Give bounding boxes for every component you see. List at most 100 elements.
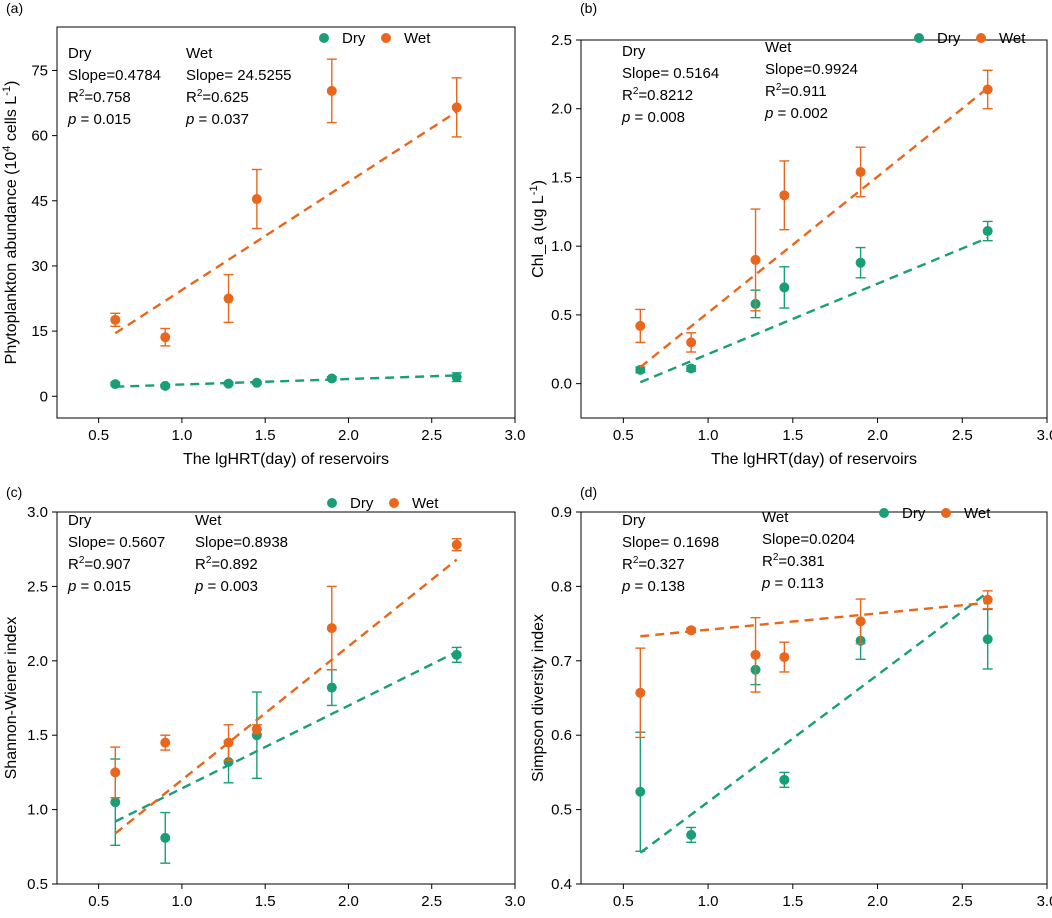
- data-point-dry: [982, 226, 993, 237]
- stats-p-symbol: p: [67, 111, 76, 128]
- data-point-dry: [686, 363, 697, 374]
- x-tick-label: 1.5: [255, 427, 276, 444]
- legend-marker-dry: [319, 33, 329, 43]
- data-point-dry: [779, 774, 790, 785]
- stats-r2: R2=0.381: [762, 552, 825, 570]
- y-tick-label: 0.5: [27, 876, 48, 893]
- stats-r-sup: 2: [773, 552, 779, 563]
- stats-block-dry: Dry Slope=0.4784 R2=0.758 p = 0.015: [67, 45, 161, 128]
- series-wet: [110, 58, 462, 347]
- data-point-dry: [110, 379, 121, 390]
- data-point-wet: [451, 539, 462, 550]
- data-point-wet: [635, 320, 646, 331]
- plot-frame: [56, 26, 516, 419]
- data-point-wet: [223, 293, 234, 304]
- data-point-dry: [635, 786, 646, 797]
- stats-block-dry: Dry Slope= 0.5607 R2=0.907 p = 0.015: [67, 512, 165, 595]
- stats-block-wet: Wet Slope=0.9924 R2=0.911 p = 0.002: [764, 39, 858, 122]
- plot-frame: [580, 39, 1048, 419]
- series-dry: [635, 220, 993, 384]
- y-tick-label: 0.9: [551, 504, 572, 521]
- stats-r2-value: =0.911: [781, 83, 826, 100]
- legend: Dry Wet: [327, 495, 439, 512]
- y-axis-title-text: ): [3, 81, 20, 86]
- legend-label: Dry: [937, 30, 961, 47]
- legend: Dry Wet: [879, 505, 991, 522]
- legend-label: Dry: [342, 30, 366, 47]
- legend-marker-wet: [941, 508, 951, 518]
- y-tick-label: 75: [31, 62, 48, 79]
- series-dry: [110, 646, 462, 864]
- stats-p-value: = 0.015: [76, 578, 131, 595]
- y-axis-title-sup: -1: [528, 185, 540, 195]
- stats-r-symbol: R: [68, 556, 79, 573]
- chart-panel-4: (d)0.51.01.52.02.53.00.40.50.60.70.80.9T…: [530, 484, 1052, 918]
- stats-r2: R2=0.327: [622, 555, 685, 573]
- y-tick-label: 2.5: [27, 578, 48, 595]
- stats-block-dry: Dry Slope= 0.5164 R2=0.8212 p = 0.008: [621, 43, 719, 126]
- stats-p-symbol: p: [764, 105, 773, 122]
- data-point-dry: [451, 649, 462, 660]
- data-point-wet: [855, 166, 866, 177]
- data-point-wet: [251, 724, 262, 735]
- y-axis-title-text: ): [530, 180, 547, 185]
- fit-line-wet: [640, 601, 988, 638]
- data-point-wet: [110, 767, 121, 778]
- panel-label: (b): [580, 0, 597, 16]
- data-point-dry: [160, 832, 171, 843]
- legend: Dry Wet: [319, 30, 431, 47]
- plot-frame: [580, 511, 1048, 885]
- stats-p-value: = 0.003: [203, 578, 258, 595]
- stats-p: p = 0.015: [67, 111, 131, 128]
- stats-r-symbol: R: [186, 89, 197, 106]
- data-point-wet: [779, 190, 790, 201]
- data-point-dry: [855, 257, 866, 268]
- y-tick-label: 0.0: [551, 376, 572, 393]
- data-point-wet: [982, 84, 993, 95]
- chart-panel-2: (b) 0.5 1.0 1.5 2.0 2.5 3.0 0.0 0.5 1.0 1.5 2.0 2.5 T…: [528, 0, 1052, 468]
- chart-panel-3: (c)0.51.01.52.02.53.00.51.01.52.02.53.0T…: [3, 484, 525, 918]
- y-axis-title-text: Chl_a (ug L: [530, 195, 547, 278]
- data-point-dry: [160, 380, 171, 391]
- stats-r-symbol: R: [68, 89, 79, 106]
- y-tick-label: 0.7: [551, 653, 572, 670]
- series-dry: [110, 372, 462, 391]
- x-tick-label: 2.5: [952, 893, 973, 910]
- legend-label: Wet: [964, 505, 991, 522]
- y-tick-label: 15: [31, 323, 48, 340]
- x-tick-label: 1.0: [698, 427, 719, 444]
- y-tick-label: 45: [31, 193, 48, 210]
- stats-r-sup: 2: [776, 82, 782, 93]
- x-tick-label: 2.0: [338, 427, 359, 444]
- stats-block-wet: Wet Slope=0.0204 R2=0.381 p = 0.113: [761, 509, 855, 592]
- fit-line-dry: [639, 591, 989, 854]
- data-point-wet: [326, 623, 337, 634]
- data-point-dry: [251, 377, 262, 388]
- stats-r2: R2=0.892: [195, 555, 258, 573]
- x-tick-label: 1.0: [698, 893, 719, 910]
- fit-line-dry: [115, 374, 457, 388]
- y-tick-label: 0.6: [551, 727, 572, 744]
- stats-r-symbol: R: [195, 556, 206, 573]
- plot-frame: [56, 511, 516, 885]
- stats-p-symbol: p: [185, 111, 194, 128]
- stats-r-sup: 2: [206, 555, 212, 566]
- stats-p: p = 0.008: [621, 109, 685, 126]
- stats-r-sup: 2: [197, 88, 203, 99]
- x-tick-label: 3.0: [1037, 893, 1052, 910]
- data-point-wet: [326, 85, 337, 96]
- data-point-wet: [982, 594, 993, 605]
- stats-p: p = 0.037: [185, 111, 249, 128]
- stats-p-symbol: p: [621, 578, 630, 595]
- x-tick-label: 1.0: [171, 893, 192, 910]
- stats-r2-value: =0.758: [84, 89, 130, 106]
- panel-label: (c): [6, 484, 22, 500]
- x-tick-label: 0.5: [613, 893, 634, 910]
- data-point-dry: [326, 373, 337, 384]
- y-axis-title-sup: 4: [1, 146, 13, 152]
- y-axis-title: Phytoplankton abundance (104 cells L-1): [1, 81, 20, 365]
- y-tick-label: 0.4: [551, 876, 572, 893]
- y-axis-title-text: Phytoplankton abundance (10: [3, 152, 20, 365]
- x-tick-label: 2.5: [421, 427, 442, 444]
- stats-slope: Slope= 0.1698: [622, 534, 719, 551]
